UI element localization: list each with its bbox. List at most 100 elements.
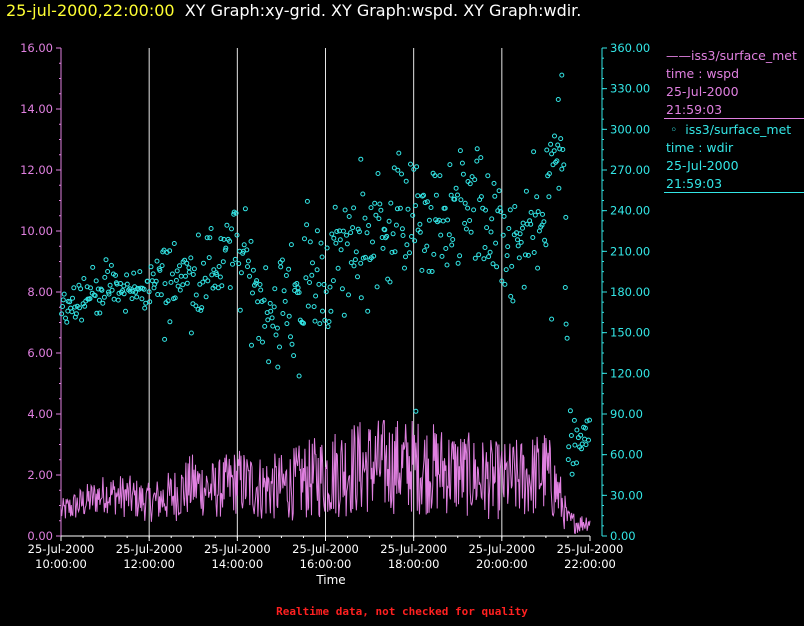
wdir-point (180, 282, 186, 288)
wdir-point (261, 297, 267, 303)
right-y-tick-label: 180.00 (610, 285, 650, 299)
wdir-point (516, 255, 522, 261)
wdir-point (556, 185, 562, 191)
wdir-point (257, 282, 263, 287)
wdir-point (449, 242, 455, 248)
wdir-point (394, 206, 400, 212)
wdir-point (352, 257, 358, 263)
wdir-point (582, 425, 588, 431)
wdir-point (211, 267, 217, 273)
wdir-point (346, 292, 351, 298)
wdir-point (528, 221, 534, 227)
wdir-point (159, 263, 165, 269)
wdir-point (559, 166, 565, 172)
wdir-point (337, 237, 343, 243)
wdir-point (309, 272, 315, 278)
wdir-point (310, 260, 315, 266)
vertical-gridlines (148, 48, 503, 536)
wdir-point (214, 272, 220, 277)
left-y-tick-label: 16.00 (20, 41, 53, 55)
wdir-point (267, 300, 273, 306)
wdir-point (571, 417, 577, 423)
wdir-point (417, 229, 423, 235)
wdir-point (587, 417, 592, 423)
wspd-line (60, 420, 591, 534)
wdir-point (184, 280, 190, 286)
wdir-point (193, 303, 199, 309)
wdir-point (413, 408, 419, 414)
x-tick-label-date: 25-Jul-2000 (380, 542, 447, 556)
wdir-point (344, 232, 349, 238)
wdir-point (273, 332, 279, 338)
wdir-point (178, 273, 184, 279)
wdir-point (329, 231, 335, 237)
legend-circle-marker: ◦ (666, 122, 686, 137)
wdir-point (127, 286, 133, 292)
wdir-point (93, 278, 99, 284)
wdir-point (326, 319, 332, 325)
wdir-point (203, 294, 209, 300)
wdir-point (438, 232, 444, 238)
wdir-point (579, 446, 584, 452)
wdir-point (88, 285, 93, 291)
wdir-point (492, 193, 498, 199)
wdir-point (362, 254, 368, 260)
wdir-point (288, 334, 293, 340)
wdir-point (278, 264, 284, 270)
wdir-point (64, 319, 70, 325)
wdir-point (566, 444, 572, 450)
wdir-point (231, 211, 237, 217)
wdir-point (111, 296, 117, 302)
wdir-point (582, 436, 588, 442)
wdir-point (446, 232, 452, 238)
wdir-point (376, 216, 382, 222)
wdir-point (79, 317, 85, 323)
wdir-point (467, 181, 473, 187)
wdir-point (247, 273, 252, 279)
wdir-point (322, 317, 328, 323)
wdir-point (459, 160, 465, 166)
wdir-point (530, 235, 536, 240)
wdir-point (540, 211, 545, 217)
x-tick-label-date: 25-Jul-2000 (557, 542, 624, 556)
wdir-point (484, 225, 490, 231)
wdir-point (272, 286, 278, 292)
wdir-point (536, 228, 542, 234)
wdir-point (318, 240, 324, 246)
x-tick-label-date: 25-Jul-2000 (292, 542, 359, 556)
wdir-point (503, 267, 509, 273)
wdir-point (546, 171, 552, 177)
wdir-point (380, 245, 386, 251)
wdir-point (392, 249, 398, 255)
wdir-point (490, 261, 496, 267)
wdir-point (554, 158, 560, 164)
legend-wdir-line1: iss3/surface_met (685, 122, 792, 137)
wdir-point (409, 234, 414, 239)
wdir-point (174, 268, 180, 274)
wdir-point (319, 254, 325, 260)
wdir-point (548, 141, 554, 147)
wdir-point (198, 307, 204, 313)
wdir-point (426, 268, 432, 274)
wdir-point (578, 432, 584, 438)
wdir-point (555, 142, 561, 148)
wdir-point (391, 165, 397, 171)
wdir-point (165, 298, 171, 304)
right-y-tick-label: 90.00 (610, 407, 643, 421)
wdir-point (337, 228, 342, 234)
wdir-point (388, 200, 394, 206)
wdir-point (248, 238, 254, 244)
wdir-point (220, 259, 226, 265)
wdir-point (512, 204, 518, 209)
x-tick-label-time: 12:00:00 (123, 557, 175, 571)
wdir-point (116, 290, 122, 296)
wdir-point (157, 267, 163, 273)
right-y-tick-label: 0.00 (610, 529, 636, 543)
legend-separator (664, 192, 804, 193)
wdir-point (510, 298, 516, 304)
wdir-point (393, 222, 399, 228)
right-y-tick-label: 60.00 (610, 448, 643, 462)
wdir-point (502, 281, 508, 287)
wdir-point (200, 279, 206, 285)
